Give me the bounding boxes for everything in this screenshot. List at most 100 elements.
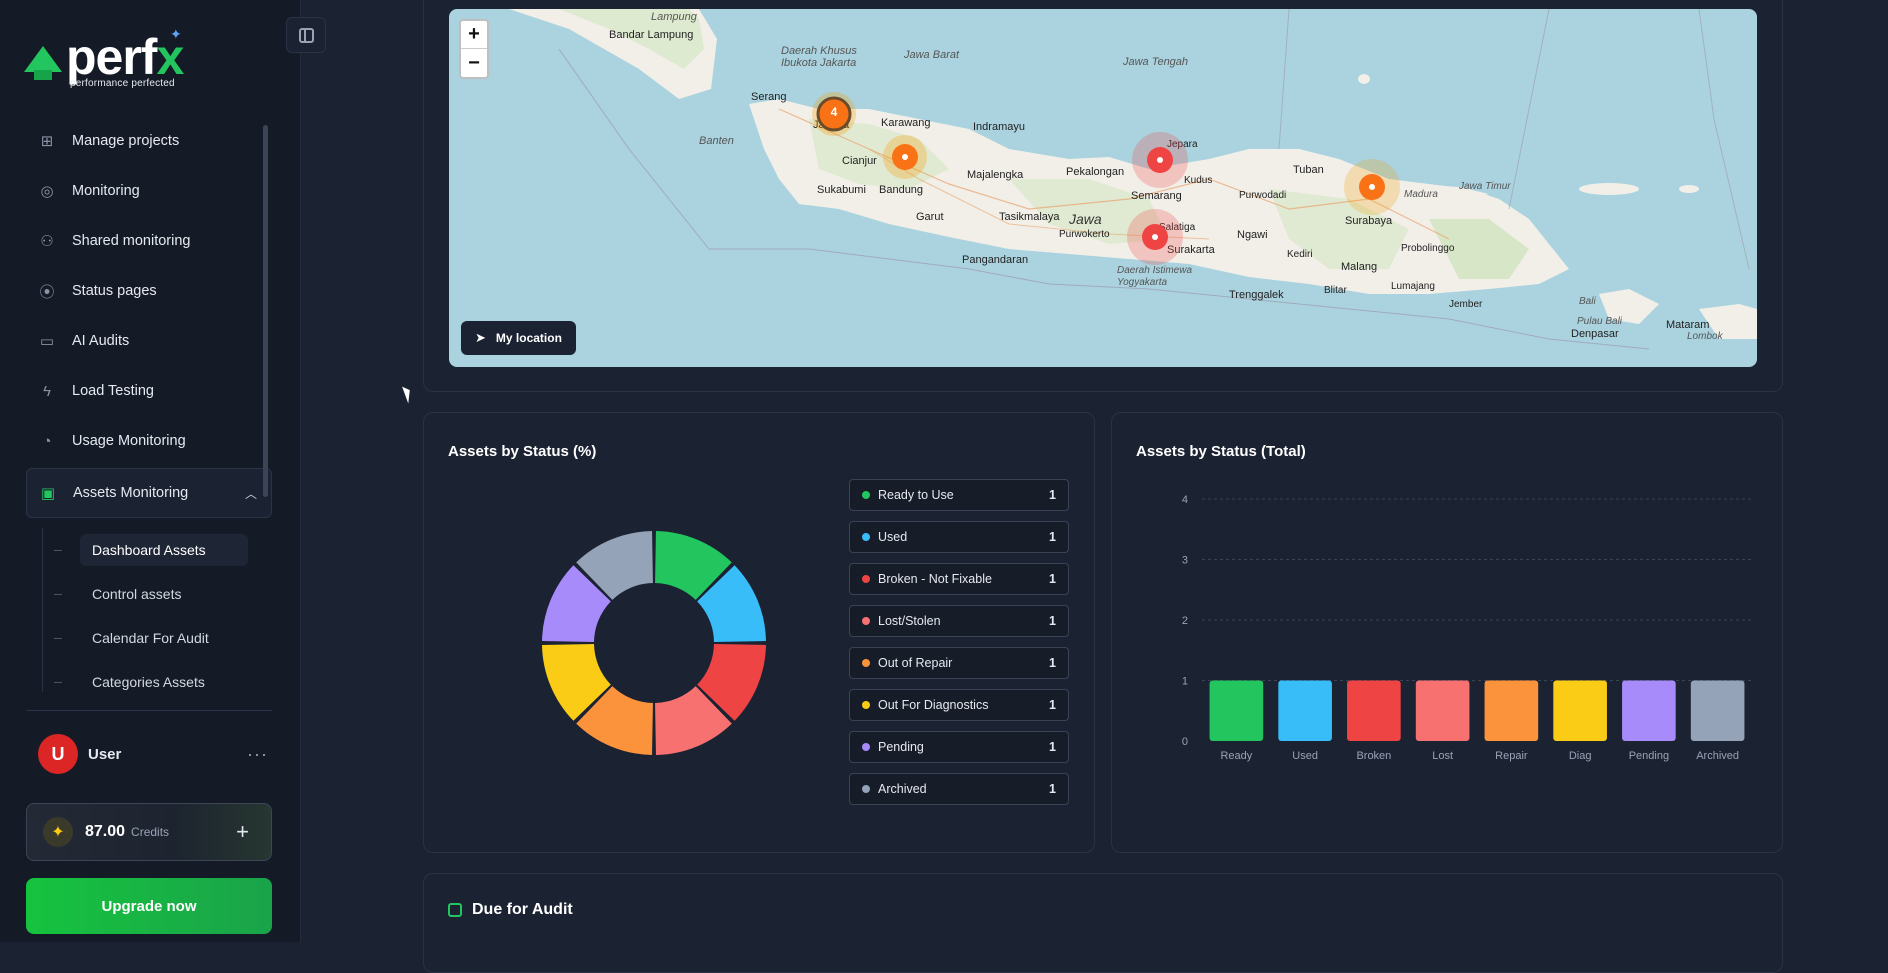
panel-title: Assets by Status (%) — [448, 443, 597, 460]
legend-item[interactable]: Ready to Use 1 — [849, 479, 1069, 511]
sidebar-item-label: Load Testing — [72, 383, 154, 399]
bar-archived[interactable] — [1690, 680, 1745, 742]
map-label: Cianjur — [842, 155, 877, 167]
credits-card: ✦ 87.00 Credits + — [26, 803, 272, 861]
donut-slice-pending[interactable] — [542, 565, 611, 642]
donut-slice-ready-to-use[interactable] — [655, 531, 732, 600]
sidebar-item-label: Usage Monitoring — [72, 433, 186, 449]
logo-base-shape — [34, 70, 52, 80]
avatar: U — [38, 734, 78, 774]
sub-item-control-assets[interactable]: Control assets — [42, 572, 252, 616]
sub-item-categories-assets[interactable]: Categories Assets — [42, 660, 252, 704]
legend-dot — [862, 491, 870, 499]
y-tick-label: 0 — [1182, 736, 1188, 748]
legend-item[interactable]: Out For Diagnostics 1 — [849, 689, 1069, 721]
donut-slice-out-for-diagnostics[interactable] — [542, 644, 611, 721]
sidebar-item-manage-projects[interactable]: ⊞ Manage projects — [26, 116, 272, 166]
bar-diag[interactable] — [1553, 680, 1607, 742]
x-tick-label: Repair — [1495, 750, 1528, 762]
zoom-out-button[interactable]: − — [468, 51, 480, 74]
zoom-in-button[interactable]: + — [461, 21, 487, 49]
sidebar-item-shared-monitoring[interactable]: ⚇ Shared monitoring — [26, 216, 272, 266]
sidebar-item-label: Shared monitoring — [72, 233, 191, 249]
my-location-button[interactable]: ➤ My location — [461, 321, 576, 355]
sidebar-item-ai-audits[interactable]: ▭ AI Audits — [26, 316, 272, 366]
sidebar-item-label: Monitoring — [72, 183, 140, 199]
sub-item-dashboard-assets[interactable]: Dashboard Assets — [42, 528, 252, 572]
sidebar-item-load-testing[interactable]: ϟ Load Testing — [26, 366, 272, 416]
donut-slice-archived[interactable] — [576, 531, 653, 600]
donut-slice-lost-stolen[interactable] — [655, 686, 732, 755]
legend-item[interactable]: Used 1 — [849, 521, 1069, 553]
legend-value: 1 — [1049, 488, 1056, 502]
map-label: Lampung — [651, 11, 697, 23]
map-label: Jember — [1449, 299, 1483, 310]
sidebar-item-status-pages[interactable]: ⦿ Status pages — [26, 266, 272, 316]
bar-ready[interactable] — [1209, 680, 1264, 742]
map-label: Jepara — [1167, 139, 1198, 150]
legend-item[interactable]: Lost/Stolen 1 — [849, 605, 1069, 637]
sub-item-calendar-for-audit[interactable]: Calendar For Audit — [42, 616, 252, 660]
panel-title: Assets by Status (Total) — [1136, 443, 1306, 460]
legend-dot — [862, 659, 870, 667]
scrollbar-thumb[interactable] — [263, 125, 268, 497]
legend-item[interactable]: Archived 1 — [849, 773, 1069, 805]
bar-pending[interactable] — [1622, 680, 1676, 742]
legend-item[interactable]: Pending 1 — [849, 731, 1069, 763]
x-tick-label: Broken — [1356, 750, 1391, 762]
gauge-icon: ◔ — [42, 432, 52, 450]
due-for-audit-panel: Due for Audit — [423, 873, 1783, 973]
bar-broken[interactable] — [1347, 680, 1401, 742]
legend-label: Broken - Not Fixable — [878, 572, 992, 586]
legend-item[interactable]: Broken - Not Fixable 1 — [849, 563, 1069, 595]
collapse-sidebar-button[interactable] — [286, 17, 326, 53]
map-label: Malang — [1341, 261, 1378, 273]
map-label: Kudus — [1184, 175, 1213, 186]
map-label: Lombok — [1687, 331, 1723, 342]
map-label: Garut — [916, 211, 944, 223]
legend-label: Lost/Stolen — [878, 614, 941, 628]
upgrade-button[interactable]: Upgrade now — [26, 878, 272, 934]
credits-amount: 87.00 — [85, 823, 126, 840]
add-credits-button[interactable]: + — [236, 819, 249, 844]
map-label: Indramayu — [973, 121, 1025, 133]
assets-map[interactable]: Lampung Bandar Lampung Daerah Khusus Ibu… — [449, 9, 1757, 367]
map-label: Jawa — [1069, 211, 1102, 227]
map-label: Surabaya — [1345, 215, 1393, 227]
sub-item-dash — [54, 681, 62, 683]
target-icon: ◎ — [40, 183, 54, 200]
legend-value: 1 — [1049, 782, 1056, 796]
map-label: Daerah Khusus Ibukota Jakarta — [781, 45, 857, 69]
map-label: Surakarta — [1167, 244, 1215, 256]
legend-item[interactable]: Out of Repair 1 — [849, 647, 1069, 679]
sidebar-item-monitoring[interactable]: ◎ Monitoring — [26, 166, 272, 216]
bar-repair[interactable] — [1484, 680, 1539, 742]
donut-slice-out-of-repair[interactable] — [576, 686, 653, 755]
map-label: Pekalongan — [1066, 166, 1125, 178]
sparkles-icon: ✦ — [43, 817, 73, 847]
sub-item-label: Dashboard Assets — [80, 534, 248, 566]
map-label: Denpasar — [1571, 328, 1619, 340]
bar-used[interactable] — [1278, 680, 1332, 742]
map-label: Mataram — [1666, 319, 1710, 331]
sidebar-item-usage-monitoring[interactable]: ◔ Usage Monitoring — [26, 416, 272, 466]
donut-slice-broken-not-fixable[interactable] — [697, 644, 766, 721]
sidebar-item-assets-monitoring[interactable]: ▣ Assets Monitoring ︿ — [26, 468, 272, 518]
y-tick-label: 2 — [1182, 615, 1188, 627]
brand-logo[interactable]: perfx ✦ performance perfected — [24, 26, 214, 96]
map-label: Banten — [699, 135, 734, 147]
legend-label: Used — [878, 530, 908, 544]
map-label: Sukabumi — [817, 184, 866, 196]
legend-dot — [862, 701, 870, 709]
legend-dot — [862, 743, 870, 751]
sub-item-dash — [54, 593, 62, 595]
chevron-up-icon[interactable]: ︿ — [244, 486, 257, 501]
legend-value: 1 — [1049, 698, 1056, 712]
sidebar-scrollbar[interactable] — [263, 115, 268, 685]
bar-lost[interactable] — [1415, 680, 1470, 742]
sidebar-nav: ⊞ Manage projects ◎ Monitoring ⚇ Shared … — [26, 116, 272, 518]
more-horizontal-icon[interactable]: ··· — [247, 743, 268, 764]
navigation-arrow-icon: ➤ — [475, 330, 486, 345]
user-menu[interactable]: U User ··· — [38, 734, 268, 774]
donut-slice-used[interactable] — [697, 565, 766, 642]
